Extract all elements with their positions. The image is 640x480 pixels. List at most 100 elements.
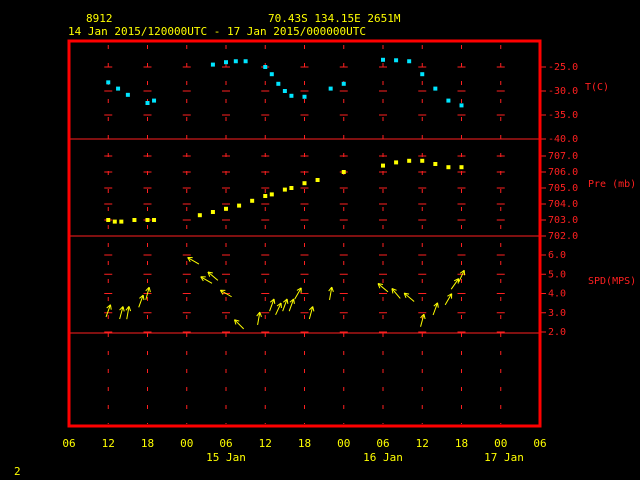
wind-arrow-head [457,278,460,284]
panel-label: Pre (mb) [588,179,636,190]
wind-arrow-head [276,302,282,307]
wind-arrow-head [283,298,288,303]
temperature-point [224,60,228,65]
temperature-point [302,94,307,99]
pressure-point [237,203,242,208]
x-date-label: 15 Jan [206,451,246,464]
wind-arrow [432,302,439,316]
wind-arrow-head [145,286,150,292]
y-tick-label: 704.0 [548,199,578,210]
wind-arrow-head [234,319,237,325]
wind-arrow-shaft [220,289,232,298]
wind-arrow [269,298,276,312]
wind-arrow-head [109,304,112,310]
x-tick-label: 06 [376,437,389,450]
y-tick-label: 6.0 [548,250,566,261]
wind-arrow-shaft [105,304,111,318]
wind-arrow-shaft [420,314,425,327]
y-tick-label: 703.0 [548,215,578,226]
wind-arrow-head [289,298,294,303]
wind-arrow-head [286,298,289,304]
wind-arrow-head [256,311,261,317]
wind-arrow [200,276,213,284]
wind-arrow [145,286,151,300]
wind-arrow-head [128,306,132,312]
x-tick-label: 12 [416,437,429,450]
page-number: 2 [14,465,21,478]
wind-arrow [105,304,112,318]
pressure-point [407,158,412,163]
temperature-point [145,101,150,105]
x-tick-label: 06 [533,437,546,450]
wind-arrow-head [459,269,465,274]
pressure-point [302,181,307,186]
temperature-point [433,86,438,91]
wind-arrow-shaft [275,302,282,316]
wind-arrow-shaft [458,270,465,283]
wind-arrow-head [377,283,381,289]
x-tick-label: 00 [337,437,350,450]
wind-arrow [219,289,232,298]
wind-arrow-shaft [207,271,219,281]
wind-arrow [288,298,295,312]
pressure-point [282,187,287,192]
temperature-point [106,80,111,85]
wind-arrow-head [187,257,191,263]
pressure-point [446,165,451,170]
temperature-point [381,57,385,62]
wind-arrow-shaft [126,306,130,320]
y-tick-label: 705.0 [548,183,578,194]
x-tick-label: 18 [455,437,468,450]
x-date-label: 16 Jan [363,451,403,464]
wind-arrow [282,298,289,312]
wind-arrow-head [437,302,439,308]
wind-arrow-shaft [329,287,333,300]
wind-arrow-head [377,283,384,286]
y-tick-label: -35.0 [548,110,578,121]
wind-arrow [234,319,245,330]
wind-arrow-head [296,287,302,291]
wind-arrow [328,286,334,300]
wind-arrow-shaft [308,306,314,320]
temperature-point [328,86,333,91]
wind-arrow-head [142,295,145,301]
temperature-point [233,59,238,64]
temperature-point [269,72,274,77]
temperature-point [289,93,294,98]
wind-arrow-shaft [257,312,261,326]
y-tick-label: 707.0 [548,151,578,162]
wind-arrow [450,278,460,290]
pressure-point [420,158,425,163]
wind-arrow [125,306,132,320]
wind-arrow [275,302,282,316]
y-tick-label: 706.0 [548,167,578,178]
wind-arrow [187,257,200,265]
temperature-point [341,81,346,86]
pressure-point [394,160,399,165]
wind-arrow-shaft [200,276,213,284]
pressure-point [250,198,255,203]
temperature-point [116,86,121,91]
temperature-point [407,59,412,64]
wind-arrow [458,269,466,283]
panel-label: T(C) [585,82,609,93]
wind-arrow-head [403,292,407,299]
pressure-point [315,178,320,182]
wind-arrow [294,287,302,300]
wind-arrow-head [234,319,240,322]
panel-label: SPD(MPS) [588,276,636,287]
pressure-point [132,218,137,222]
pressure-point [459,165,464,170]
wind-arrow-head [269,298,275,303]
pressure-point [289,186,294,190]
wind-arrow-head [106,304,111,309]
temperature-point [263,65,268,69]
wind-arrow [308,306,315,320]
wind-arrow-head [328,286,333,292]
wind-arrow-head [139,294,144,299]
wind-arrow-shaft [119,306,124,320]
wind-arrow [256,311,262,326]
wind-arrow-shaft [269,298,275,312]
y-tick-label: 3.0 [548,308,566,319]
